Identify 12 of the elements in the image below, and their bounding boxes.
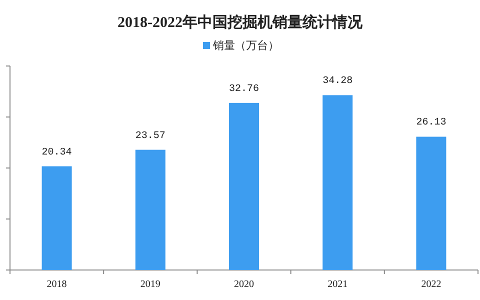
data-label: 32.76 — [228, 84, 260, 95]
x-tick-label: 2021 — [328, 279, 348, 290]
x-tick-label: 2020 — [234, 279, 254, 290]
chart-title: 2018-2022年中国挖掘机销量统计情况 — [118, 14, 364, 31]
data-label: 26.13 — [416, 118, 446, 129]
data-label: 20.34 — [42, 147, 72, 158]
legend-label: 销量（万台） — [212, 39, 279, 52]
x-tick-label: 2022 — [421, 279, 442, 290]
x-tick-label: 2019 — [140, 279, 160, 290]
x-tick-label: 2018 — [46, 279, 67, 290]
data-label: 34.28 — [322, 76, 353, 88]
data-label: 23.57 — [135, 130, 166, 142]
